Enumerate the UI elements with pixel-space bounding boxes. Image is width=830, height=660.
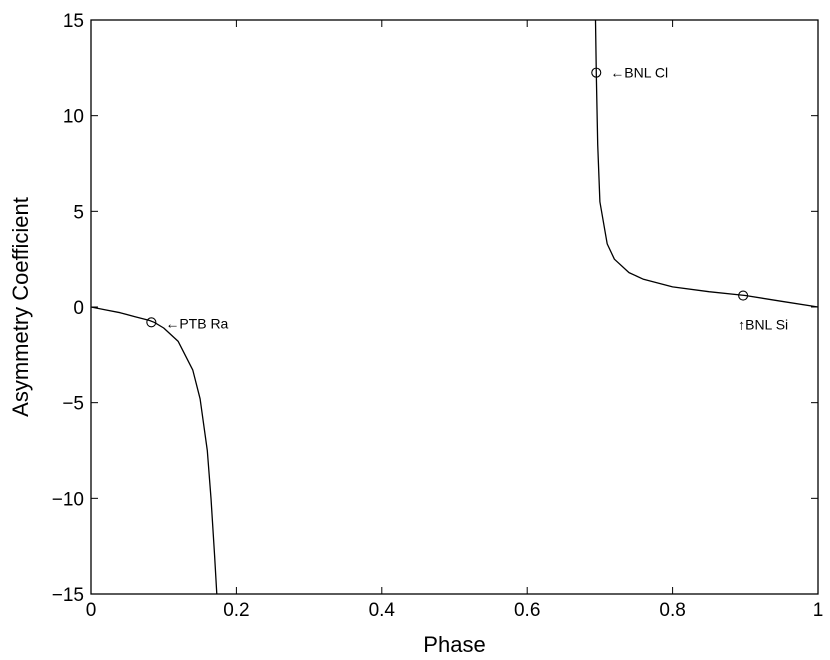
y-tick-label: 10 [63, 107, 84, 128]
y-tick-label: −5 [62, 394, 84, 415]
x-tick-label: 0.4 [369, 600, 396, 621]
marker-label: ←PTB Ra [165, 315, 228, 331]
x-tick-label: 1 [813, 600, 824, 621]
plot-area [90, 19, 819, 595]
y-tick-label: 15 [63, 11, 84, 32]
data-point-marker [738, 290, 749, 301]
series-line-1 [90, 306, 218, 595]
markers: ←PTB Ra ←BNL Cl ↑BNL Si [146, 65, 788, 333]
ticks: 0 0.2 0.4 0.6 0.8 1 −15 −10 −5 0 5 10 15 [52, 11, 824, 621]
marker-label: ↑BNL Si [738, 317, 788, 333]
y-axis-label: Asymmetry Coefficient [8, 197, 33, 417]
y-tick-label: −15 [52, 585, 84, 606]
data-point-marker [146, 317, 157, 328]
x-tick-label: 0 [86, 600, 97, 621]
y-tick-label: 5 [73, 202, 84, 223]
series-line-2 [594, 19, 819, 308]
curves [90, 19, 819, 595]
x-tick-label: 0.6 [514, 600, 540, 621]
x-tick-label: 0.8 [659, 600, 685, 621]
marker-label: ←BNL Cl [610, 65, 668, 81]
x-tick-label: 0.2 [223, 600, 249, 621]
data-point-marker [591, 67, 602, 78]
x-axis-label: Phase [423, 632, 485, 657]
y-tick-label: 0 [73, 298, 84, 319]
y-tick-label: −10 [52, 489, 84, 510]
